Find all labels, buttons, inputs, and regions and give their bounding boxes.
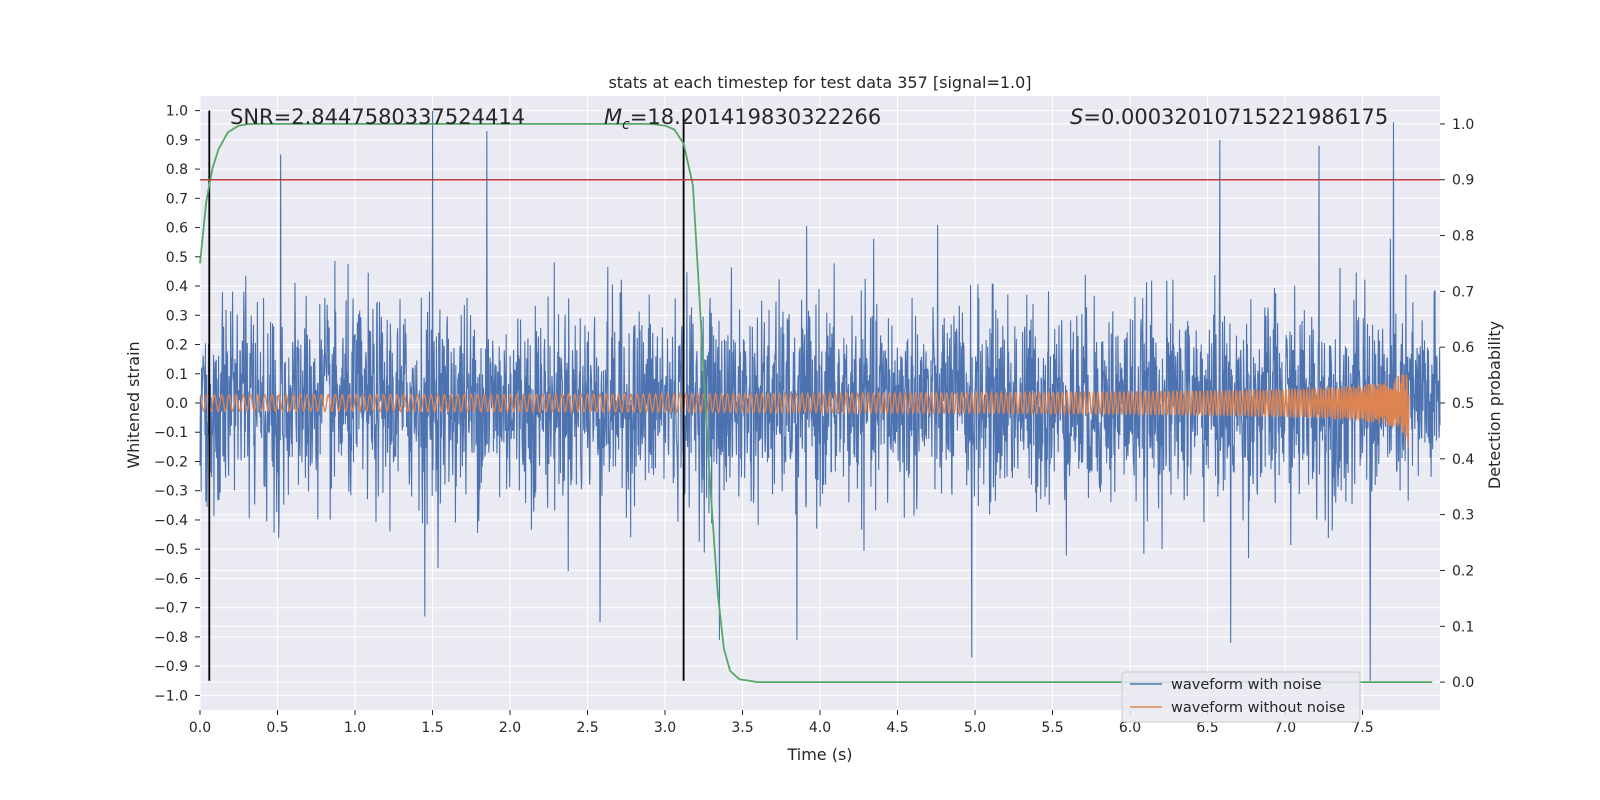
y-tick-label-20: −1.0 [154,688,188,704]
y-tick-label-10: 0.0 [166,396,188,412]
legend-box [1121,671,1361,723]
y2-tick-label-0: 1.0 [1452,117,1474,133]
detection-probability-line [199,123,1433,683]
x-tick-label-15: 7.5 [1351,720,1373,736]
waveform-with-noise-line [199,110,1441,681]
y2-tick-label-8: 0.2 [1452,563,1474,579]
detection-probability-series [199,123,1433,683]
s-value: =0.00032010715221986175 [1083,105,1388,129]
y-tick-label-2: 0.8 [166,162,188,178]
y-tick-label-6: 0.4 [166,279,188,295]
snr-annotation: SNR=2.8447580337524414 [230,105,525,129]
chirp-mass-symbol: M [604,105,622,129]
x-tick-label-3: 1.5 [421,720,443,736]
x-tick-label-9: 4.5 [886,720,908,736]
y2-tick-label-10: 0.0 [1452,675,1474,691]
y-tick-label-18: −0.8 [154,630,188,646]
legend-label-clean: waveform without noise [1171,700,1345,716]
y-axis-right: 1.0 0.9 0.8 0.7 0.6 0.5 0.4 0.3 0.2 0.1 0.0 [1440,117,1474,691]
y2-tick-label-5: 0.5 [1452,396,1474,412]
waveform-with-noise-series [199,110,1441,681]
x-tick-label-12: 6.0 [1119,720,1141,736]
x-tick-label-11: 5.5 [1041,720,1063,736]
y2-tick-label-4: 0.6 [1452,340,1474,356]
y-tick-label-9: 0.1 [166,367,188,383]
y-tick-label-15: −0.5 [154,542,188,558]
y2-tick-label-3: 0.7 [1452,284,1474,300]
x-tick-label-5: 2.5 [576,720,598,736]
x-axis: 0.0 0.5 1.0 1.5 2.0 2.5 3.0 3.5 4.0 4.5 5.0 5.5 6.0 6… [189,710,1374,736]
x-tick-label-2: 1.0 [344,720,366,736]
y-axis-label: Whitened strain [124,341,143,468]
y-axis-left: 1.0 0.9 0.8 0.7 0.6 0.5 0.4 0.3 0.2 0.1 0.0 −0.1 −0.… [154,104,200,704]
y-tick-label-7: 0.3 [166,308,188,324]
y-tick-label-8: 0.2 [166,338,188,354]
y2-axis-label: Detection probability [1485,321,1504,489]
y2-tick-label-7: 0.3 [1452,508,1474,524]
y2-tick-label-2: 0.8 [1452,229,1474,245]
x-tick-label-4: 2.0 [499,720,521,736]
y-tick-label-16: −0.6 [154,571,188,587]
y-tick-label-14: −0.4 [154,513,188,529]
y2-tick-label-1: 0.9 [1452,173,1474,189]
legend-label-noise: waveform with noise [1171,677,1322,693]
y-tick-label-17: −0.7 [154,601,188,617]
chirp-mass-annotation: Mc=18.201419830322266 [604,105,881,133]
waveform-without-noise-series [199,373,1410,448]
x-tick-label-6: 3.0 [654,720,676,736]
x-tick-label-0: 0.0 [189,720,211,736]
x-tick-label-7: 3.5 [731,720,753,736]
legend: waveform with noise waveform without noi… [1121,671,1361,723]
x-tick-label-8: 4.0 [809,720,831,736]
y-tick-label-1: 0.9 [166,133,188,149]
y-tick-label-4: 0.6 [166,221,188,237]
waveform-without-noise-line [199,373,1410,448]
y-tick-label-5: 0.5 [166,250,188,266]
s-annotation: S=0.00032010715221986175 [1070,105,1388,129]
y-tick-label-19: −0.9 [154,659,188,675]
y-tick-label-3: 0.7 [166,191,188,207]
chirp-mass-subscript: c [622,117,630,133]
y-tick-label-0: 1.0 [166,104,188,120]
x-tick-label-1: 0.5 [266,720,288,736]
s-symbol: S [1070,105,1083,129]
chirp-mass-value: =18.201419830322266 [630,105,881,129]
vertical-markers [208,110,685,681]
y2-tick-label-9: 0.1 [1452,619,1474,635]
x-tick-label-10: 5.0 [964,720,986,736]
chart-title: stats at each timestep for test data 357… [608,73,1031,92]
y-tick-label-12: −0.2 [154,454,188,470]
x-tick-label-13: 6.5 [1196,720,1218,736]
y-tick-label-13: −0.3 [154,484,188,500]
y-tick-label-11: −0.1 [154,425,188,441]
y2-tick-label-6: 0.4 [1452,452,1474,468]
x-tick-label-14: 7.0 [1274,720,1296,736]
x-axis-label: Time (s) [786,745,852,764]
